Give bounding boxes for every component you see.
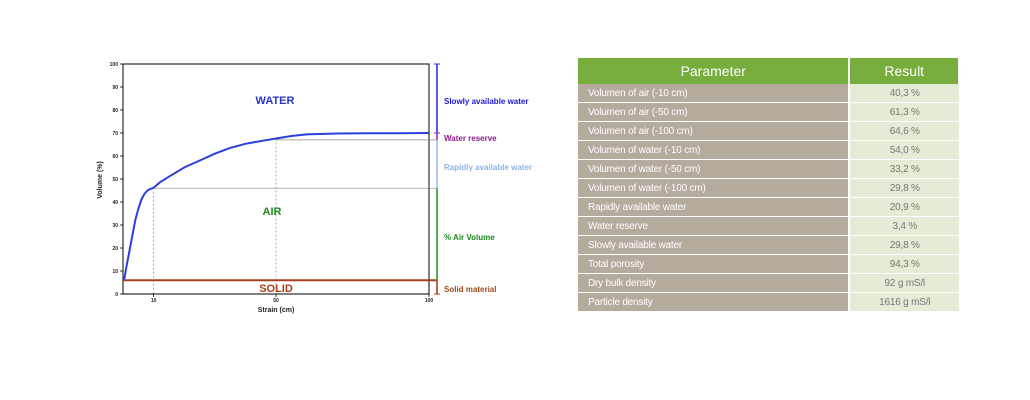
table-row: Volumen of air (-50 cm) 61,3 %: [578, 102, 959, 122]
y-tick-label: 30: [112, 223, 118, 229]
parameter-cell: Volumen of water (-10 cm): [578, 140, 851, 160]
parameter-cell: Slowly available water: [578, 235, 851, 255]
result-cell: 92 g mS/l: [849, 273, 959, 293]
result-cell: 1616 g mS/l: [849, 292, 959, 312]
y-tick-label: 0: [115, 292, 118, 298]
y-tick-label: 50: [112, 177, 118, 183]
x-axis-title: Strain (cm): [258, 307, 295, 314]
side-label: Slowly available water: [444, 97, 528, 106]
retention-curve-line: [122, 132, 430, 281]
table-row: Dry bulk density 92 g mS/l: [578, 273, 959, 293]
y-tick-label: 20: [112, 246, 118, 252]
table-row: Particle density 1616 g mS/l: [578, 292, 959, 312]
table-row: Volumen of air (-100 cm) 64,6 %: [578, 121, 959, 141]
result-cell: 20,9 %: [849, 197, 959, 217]
result-cell: 54,0 %: [849, 140, 959, 160]
y-tick-label: 40: [112, 200, 118, 206]
parameter-cell: Volumen of air (-100 cm): [578, 121, 851, 141]
side-label: Water reserve: [444, 134, 497, 143]
table-row: Volumen of water (-100 cm) 29,8 %: [578, 178, 959, 198]
result-cell: 29,8 %: [849, 178, 959, 198]
parameter-cell: Water reserve: [578, 216, 851, 236]
x-tick-label: 10: [151, 298, 157, 304]
parameter-cell: Volumen of water (-50 cm): [578, 159, 851, 179]
header-result: Result: [849, 58, 960, 84]
parameter-table: Parameter Result Volumen of air (-10 cm)…: [578, 58, 960, 312]
table-row: Volumen of water (-10 cm) 54,0 %: [578, 140, 959, 160]
side-label: Solid material: [444, 285, 496, 294]
table-header-row: Parameter Result: [578, 58, 960, 84]
table-row: Total porosity 94,3 %: [578, 254, 959, 274]
parameter-cell: Dry bulk density: [578, 273, 851, 293]
result-cell: 33,2 %: [849, 159, 959, 179]
side-label: Rapidly available water: [444, 163, 532, 172]
parameter-cell: Total porosity: [578, 254, 851, 274]
side-label: % Air Volume: [444, 233, 495, 242]
region-label-air: AIR: [263, 206, 282, 218]
result-cell: 61,3 %: [849, 102, 959, 122]
parameter-cell: Rapidly available water: [578, 197, 851, 217]
x-tick-label: 50: [273, 298, 279, 304]
table-row: Volumen of water (-50 cm) 33,2 %: [578, 159, 959, 179]
table-row: Slowly available water 29,8 %: [578, 235, 959, 255]
y-tick-label: 90: [112, 85, 118, 91]
table-row: Water reserve 3,4 %: [578, 216, 959, 236]
parameter-cell: Volumen of water (-100 cm): [578, 178, 851, 198]
table-row: Volumen of air (-10 cm) 40,3 %: [578, 84, 959, 103]
y-tick-label: 80: [112, 108, 118, 114]
header-parameter: Parameter: [578, 58, 851, 84]
parameter-cell: Particle density: [578, 292, 851, 312]
x-tick-label: 100: [425, 298, 434, 304]
y-tick-label: 70: [112, 131, 118, 137]
result-cell: 29,8 %: [849, 235, 959, 255]
parameter-cell: Volumen of air (-10 cm): [578, 84, 851, 103]
result-cell: 64,6 %: [849, 121, 959, 141]
y-tick-label: 60: [112, 154, 118, 160]
region-label-solid: SOLID: [259, 283, 293, 295]
parameter-cell: Volumen of air (-50 cm): [578, 102, 851, 122]
result-cell: 40,3 %: [849, 84, 959, 103]
result-cell: 94,3 %: [849, 254, 959, 274]
retention-curve-chart: 100 90 80 70 60 50 40 30 20 10 0 10 50 100 Volume (%…: [97, 62, 532, 314]
y-tick-label: 10: [112, 269, 118, 275]
y-tick-label: 100: [110, 62, 119, 68]
result-cell: 3,4 %: [849, 216, 959, 236]
y-axis-title: Volume (%): [97, 161, 104, 199]
region-label-water: WATER: [256, 95, 295, 107]
table-row: Rapidly available water 20,9 %: [578, 197, 959, 217]
